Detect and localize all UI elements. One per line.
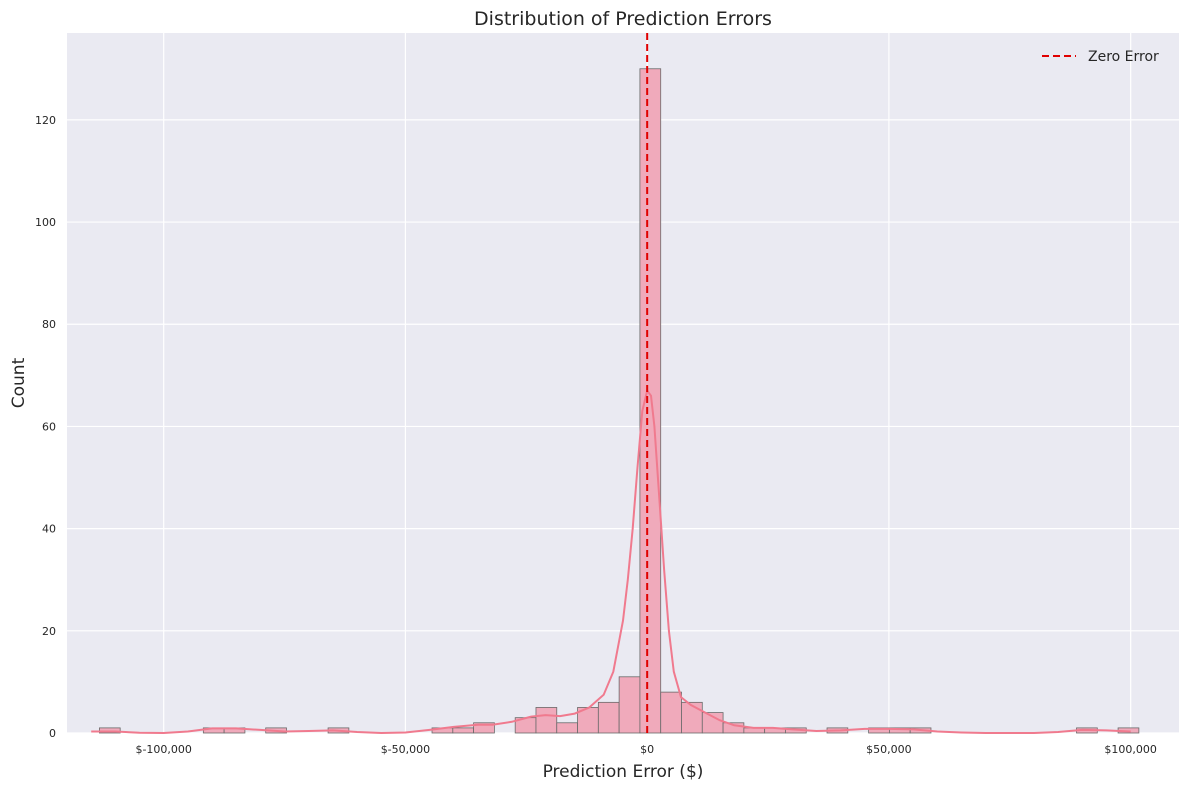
histogram-bar-9 (535, 707, 558, 734)
histogram-bars (98, 68, 1140, 734)
histogram-bar-6 (452, 727, 475, 734)
x-tick-label-1: $-50,000 (381, 743, 430, 756)
x-tick-label-2: $0 (640, 743, 654, 756)
y-tick-label-2: 40 (42, 523, 56, 536)
plot-area (67, 33, 1179, 733)
y-axis-title: Count (9, 357, 29, 408)
histogram-bar-0 (98, 727, 121, 734)
y-tick-label-0: 0 (49, 727, 56, 740)
legend: Zero Error (1042, 49, 1159, 65)
histogram-bar-13 (618, 676, 641, 734)
x-tick-label-0: $-100,000 (135, 743, 191, 756)
legend-label-zero-error: Zero Error (1088, 49, 1159, 65)
chart-title: Distribution of Prediction Errors (474, 8, 772, 30)
histogram-bar-12 (597, 701, 620, 734)
y-axis-ticks: 0 20 40 60 80 100 120 (35, 114, 56, 740)
y-tick-label-1: 20 (42, 625, 56, 638)
histogram-bar-16 (681, 701, 703, 734)
histogram-bar-10 (556, 722, 578, 734)
y-tick-label-4: 80 (42, 318, 56, 331)
x-tick-label-3: $50,000 (866, 743, 912, 756)
kde-curve (91, 388, 1131, 735)
y-tick-label-5: 100 (35, 216, 56, 229)
histogram-bar-15 (660, 691, 682, 734)
y-tick-label-6: 120 (35, 114, 56, 127)
x-tick-label-4: $100,000 (1104, 743, 1157, 756)
y-tick-label-3: 60 (42, 420, 56, 433)
histogram-bar-14 (639, 68, 662, 734)
histogram-bar-7 (473, 722, 495, 734)
x-axis-title: Prediction Error ($) (543, 762, 704, 782)
x-axis-ticks: $-100,000 $-50,000 $0 $50,000 $100,000 (135, 743, 1156, 756)
